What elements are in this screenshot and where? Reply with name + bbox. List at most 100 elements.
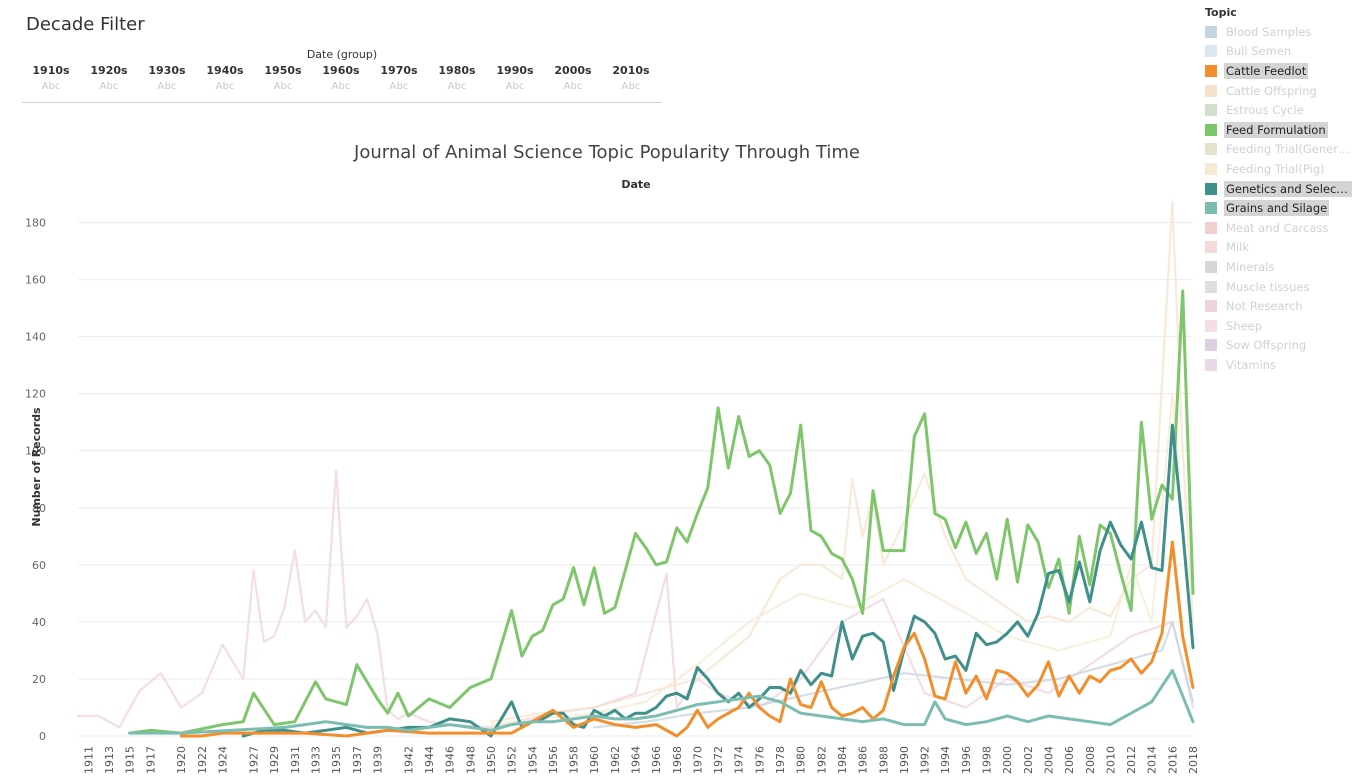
decade-value: Abc xyxy=(41,81,61,92)
legend-item[interactable]: Muscle tissues xyxy=(1205,277,1355,297)
x-tick-label: 1952 xyxy=(506,746,519,774)
decade-option-1980s[interactable]: 1980s Abc xyxy=(428,62,486,94)
filter-divider xyxy=(22,102,662,103)
legend-title: Topic xyxy=(1205,6,1237,19)
decade-option-1960s[interactable]: 1960s Abc xyxy=(312,62,370,94)
x-tick-label: 1944 xyxy=(423,746,436,774)
decade-label: 1950s xyxy=(264,64,302,77)
decade-option-1940s[interactable]: 1940s Abc xyxy=(196,62,254,94)
decade-option-1910s[interactable]: 1910s Abc xyxy=(22,62,80,94)
x-tick-label: 2008 xyxy=(1084,746,1097,774)
x-tick-label: 1937 xyxy=(351,746,364,774)
legend-item[interactable]: Feed Formulation xyxy=(1205,120,1355,140)
decade-value: Abc xyxy=(157,81,177,92)
y-tick-label: 160 xyxy=(25,274,46,287)
decade-option-1990s[interactable]: 1990s Abc xyxy=(486,62,544,94)
legend-item[interactable]: Estrous Cycle xyxy=(1205,100,1355,120)
x-tick-label: 1924 xyxy=(217,746,230,774)
legend-item[interactable]: Grains and Silage xyxy=(1205,198,1355,218)
date-column-header: Date xyxy=(621,178,651,191)
x-tick-label: 1962 xyxy=(609,746,622,774)
decade-value: Abc xyxy=(273,81,293,92)
legend-swatch xyxy=(1205,162,1217,175)
decade-option-1930s[interactable]: 1930s Abc xyxy=(138,62,196,94)
legend-swatch xyxy=(1205,123,1217,136)
decade-label: 1940s xyxy=(206,64,244,77)
legend-swatch xyxy=(1205,260,1217,273)
filter-group-header: Date (group) xyxy=(306,48,378,61)
legend-label: Not Research xyxy=(1226,299,1303,314)
legend-swatch xyxy=(1205,358,1217,371)
legend-item[interactable]: Feeding Trial(Generic) xyxy=(1205,140,1355,160)
decade-option-1970s[interactable]: 1970s Abc xyxy=(370,62,428,94)
legend-label: Sheep xyxy=(1226,318,1263,333)
x-tick-label: 1946 xyxy=(444,746,457,774)
x-tick-label: 1956 xyxy=(547,746,560,774)
legend-swatch xyxy=(1205,104,1217,117)
series-line xyxy=(489,392,1195,726)
decade-label: 1990s xyxy=(496,64,534,77)
decade-value: Abc xyxy=(99,81,119,92)
topic-legend: Topic Blood Samples Bull Semen Cattle Feed… xyxy=(1205,6,1355,375)
x-tick-label: 2010 xyxy=(1104,746,1117,774)
y-axis-label: Number of Records xyxy=(30,407,43,527)
legend-label: Feed Formulation xyxy=(1224,121,1328,138)
legend-item[interactable]: Not Research xyxy=(1205,296,1355,316)
legend-item[interactable]: Genetics and Selecti... xyxy=(1205,179,1355,199)
decade-value: Abc xyxy=(331,81,351,92)
decade-option-1920s[interactable]: 1920s Abc xyxy=(80,62,138,94)
legend-item[interactable]: Minerals xyxy=(1205,257,1355,277)
decade-label: 1970s xyxy=(380,64,418,77)
decade-option-2010s[interactable]: 2010s Abc xyxy=(602,62,660,94)
x-tick-label: 2006 xyxy=(1063,746,1076,774)
legend-swatch xyxy=(1205,25,1217,38)
legend-item[interactable]: Cattle Feedlot xyxy=(1205,61,1355,81)
x-tick-label: 1960 xyxy=(588,746,601,774)
legend-swatch xyxy=(1205,45,1217,58)
legend-label: Muscle tissues xyxy=(1226,279,1310,294)
series-line xyxy=(128,289,1195,735)
x-tick-label: 1911 xyxy=(82,746,95,774)
legend-label: Milk xyxy=(1226,240,1249,255)
legend-item[interactable]: Vitamins xyxy=(1205,355,1355,375)
x-tick-label: 1974 xyxy=(733,746,746,774)
y-tick-label: 180 xyxy=(25,217,46,230)
decade-option-1950s[interactable]: 1950s Abc xyxy=(254,62,312,94)
legend-item[interactable]: Milk xyxy=(1205,238,1355,258)
x-tick-label: 1929 xyxy=(268,746,281,774)
y-tick-label: 100 xyxy=(25,445,46,458)
x-tick-label: 2002 xyxy=(1022,746,1035,774)
x-tick-label: 1984 xyxy=(836,746,849,774)
x-tick-label: 1948 xyxy=(464,746,477,774)
legend-label: Sow Offspring xyxy=(1226,338,1307,353)
legend-item[interactable]: Cattle Offspring xyxy=(1205,81,1355,101)
legend-item[interactable]: Sheep xyxy=(1205,316,1355,336)
x-tick-label: 1988 xyxy=(877,746,890,774)
x-tick-label: 1935 xyxy=(330,746,343,774)
legend-item[interactable]: Meat and Carcass xyxy=(1205,218,1355,238)
x-tick-label: 1966 xyxy=(650,746,663,774)
legend-label: Genetics and Selecti... xyxy=(1224,180,1352,197)
x-tick-label: 1972 xyxy=(712,746,725,774)
x-tick-label: 1978 xyxy=(774,746,787,774)
legend-label: Minerals xyxy=(1226,259,1275,274)
legend-swatch xyxy=(1205,64,1217,77)
legend-label: Blood Samples xyxy=(1226,24,1312,39)
x-tick-label: 2004 xyxy=(1042,746,1055,774)
decade-value: Abc xyxy=(563,81,583,92)
x-tick-label: 1958 xyxy=(568,746,581,774)
legend-item[interactable]: Blood Samples xyxy=(1205,22,1355,42)
legend-item[interactable]: Bull Semen xyxy=(1205,42,1355,62)
line-chart: 0 20 40 60 80 100 120 140 160 180 Number of Record… xyxy=(25,201,1200,774)
legend-item[interactable]: Sow Offspring xyxy=(1205,336,1355,356)
x-tick-label: 1931 xyxy=(289,746,302,774)
decade-option-2000s[interactable]: 2000s Abc xyxy=(544,62,602,94)
decade-value: Abc xyxy=(389,81,409,92)
decade-label: 1980s xyxy=(438,64,476,77)
series-line xyxy=(128,668,1195,735)
legend-label: Cattle Offspring xyxy=(1226,83,1317,98)
y-tick-label: 120 xyxy=(25,388,46,401)
legend-swatch xyxy=(1205,221,1217,234)
legend-item[interactable]: Feeding Trial(Pig) xyxy=(1205,159,1355,179)
legend-label: Feeding Trial(Pig) xyxy=(1226,161,1325,176)
